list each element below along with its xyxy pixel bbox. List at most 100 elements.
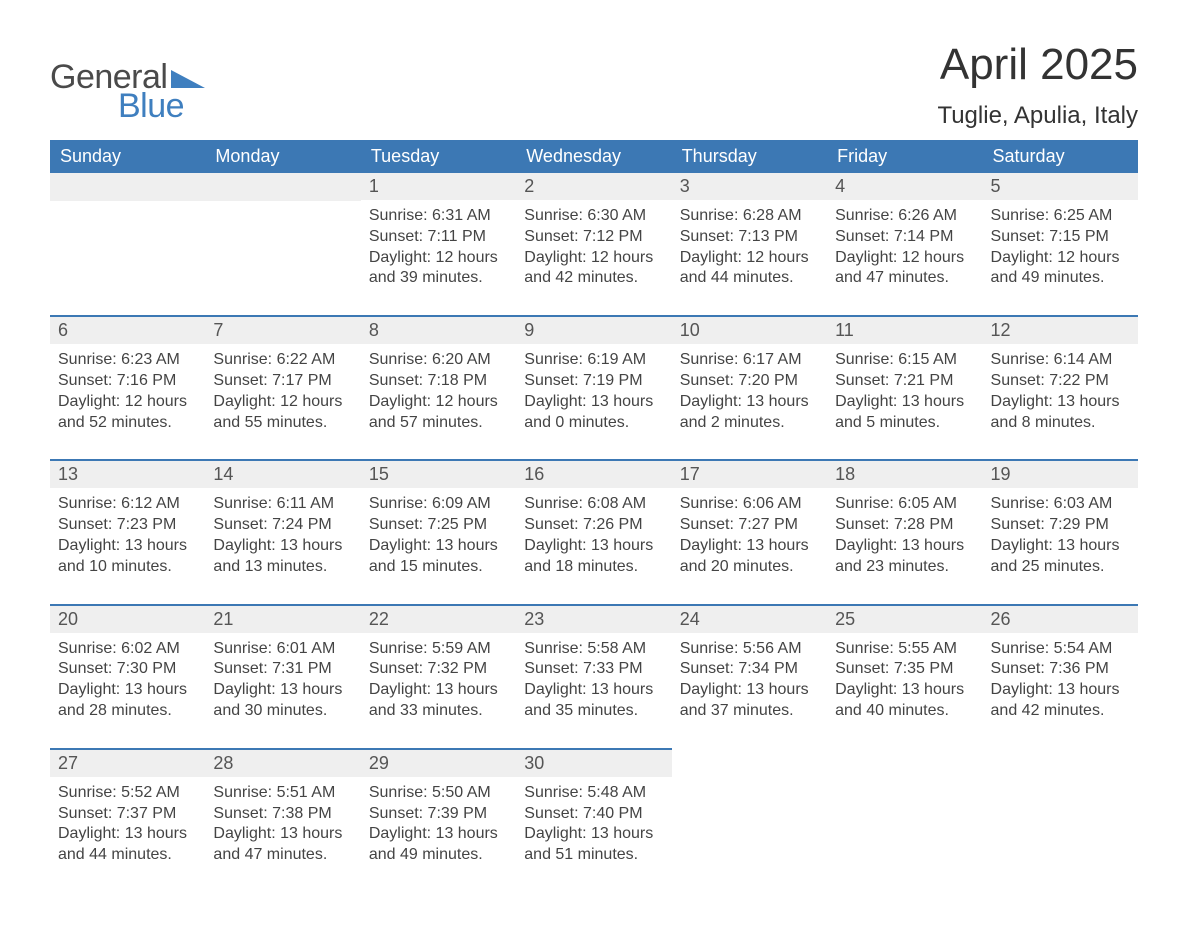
day-sunrise: Sunrise: 6:25 AM (991, 206, 1130, 227)
day-dl1: Daylight: 12 hours (680, 248, 819, 269)
day-sunset: Sunset: 7:23 PM (58, 515, 197, 536)
day-sunset: Sunset: 7:22 PM (991, 371, 1130, 392)
day-body: Sunrise: 6:22 AMSunset: 7:17 PMDaylight:… (205, 344, 360, 459)
day-dl2: and 2 minutes. (680, 413, 819, 434)
day-dl1: Daylight: 12 hours (213, 392, 352, 413)
day-body: Sunrise: 6:08 AMSunset: 7:26 PMDaylight:… (516, 488, 671, 603)
week-row: 20Sunrise: 6:02 AMSunset: 7:30 PMDayligh… (50, 604, 1138, 748)
title-block: April 2025 Tuglie, Apulia, Italy (937, 40, 1138, 130)
day-body: Sunrise: 6:23 AMSunset: 7:16 PMDaylight:… (50, 344, 205, 459)
day-body: Sunrise: 5:48 AMSunset: 7:40 PMDaylight:… (516, 777, 671, 892)
day-dl1: Daylight: 13 hours (680, 392, 819, 413)
weekday-saturday: Saturday (983, 140, 1138, 173)
day-sunrise: Sunrise: 6:02 AM (58, 639, 197, 660)
week-row: 27Sunrise: 5:52 AMSunset: 7:37 PMDayligh… (50, 748, 1138, 892)
day-body: Sunrise: 5:58 AMSunset: 7:33 PMDaylight:… (516, 633, 671, 748)
day-sunrise: Sunrise: 6:05 AM (835, 494, 974, 515)
day-dl2: and 51 minutes. (524, 845, 663, 866)
day-sunrise: Sunrise: 6:20 AM (369, 350, 508, 371)
day-sunrise: Sunrise: 5:52 AM (58, 783, 197, 804)
day-number: 13 (50, 459, 205, 488)
day-body: Sunrise: 5:59 AMSunset: 7:32 PMDaylight:… (361, 633, 516, 748)
day-sunset: Sunset: 7:34 PM (680, 659, 819, 680)
day-number: 21 (205, 604, 360, 633)
day-sunset: Sunset: 7:28 PM (835, 515, 974, 536)
day-cell: 1Sunrise: 6:31 AMSunset: 7:11 PMDaylight… (361, 173, 516, 315)
header: General Blue April 2025 Tuglie, Apulia, … (50, 40, 1138, 130)
day-sunset: Sunset: 7:31 PM (213, 659, 352, 680)
day-dl1: Daylight: 12 hours (369, 248, 508, 269)
day-sunset: Sunset: 7:38 PM (213, 804, 352, 825)
day-sunset: Sunset: 7:18 PM (369, 371, 508, 392)
day-dl2: and 40 minutes. (835, 701, 974, 722)
weekday-sunday: Sunday (50, 140, 205, 173)
day-number: 26 (983, 604, 1138, 633)
day-number: 18 (827, 459, 982, 488)
day-cell: 12Sunrise: 6:14 AMSunset: 7:22 PMDayligh… (983, 315, 1138, 459)
day-body: Sunrise: 6:11 AMSunset: 7:24 PMDaylight:… (205, 488, 360, 603)
day-sunrise: Sunrise: 5:50 AM (369, 783, 508, 804)
day-sunrise: Sunrise: 5:56 AM (680, 639, 819, 660)
day-sunset: Sunset: 7:27 PM (680, 515, 819, 536)
weekday-tuesday: Tuesday (361, 140, 516, 173)
day-body: Sunrise: 5:56 AMSunset: 7:34 PMDaylight:… (672, 633, 827, 748)
day-body: Sunrise: 6:31 AMSunset: 7:11 PMDaylight:… (361, 200, 516, 315)
week-row: 13 Sunrise: 6:12 AMSunset: 7:23 PM Dayligh… (50, 459, 1138, 603)
day-dl2: and 42 minutes. (524, 268, 663, 289)
day-sunrise: Sunrise: 6:28 AM (680, 206, 819, 227)
day-cell: 28Sunrise: 5:51 AMSunset: 7:38 PMDayligh… (205, 748, 360, 892)
day-cell: 26Sunrise: 5:54 AMSunset: 7:36 PMDayligh… (983, 604, 1138, 748)
day-sunset: Sunset: 7:37 PM (58, 804, 197, 825)
day-cell: 8Sunrise: 6:20 AMSunset: 7:18 PMDaylight… (361, 315, 516, 459)
day-sunrise: Sunrise: 6:26 AM (835, 206, 974, 227)
day-body: Sunrise: 6:20 AMSunset: 7:18 PMDaylight:… (361, 344, 516, 459)
day-sunrise: Sunrise: 6:23 AM (58, 350, 197, 371)
day-dl2: and 13 minutes. (213, 557, 352, 578)
day-sunset: Sunset: 7:30 PM (58, 659, 197, 680)
day-sunrise: Sunrise: 6:31 AM (369, 206, 508, 227)
day-sunrise: Sunrise: 6:09 AM (369, 494, 508, 515)
day-dl2: and 0 minutes. (524, 413, 663, 434)
day-dl1: Daylight: 13 hours (369, 680, 508, 701)
day-number: 24 (672, 604, 827, 633)
day-body: Sunrise: 5:52 AMSunset: 7:37 PMDaylight:… (50, 777, 205, 892)
day-dl1: Daylight: 13 hours (213, 824, 352, 845)
day-sunrise: Sunrise: 6:15 AM (835, 350, 974, 371)
day-sunset: Sunset: 7:11 PM (369, 227, 508, 248)
day-body: Sunrise: 6:25 AMSunset: 7:15 PMDaylight:… (983, 200, 1138, 315)
day-dl2: and 18 minutes. (524, 557, 663, 578)
day-sunset: Sunset: 7:16 PM (58, 371, 197, 392)
day-cell: 4Sunrise: 6:26 AMSunset: 7:14 PMDaylight… (827, 173, 982, 315)
day-dl2: and 28 minutes. (58, 701, 197, 722)
day-sunset: Sunset: 7:14 PM (835, 227, 974, 248)
day-number: 30 (516, 748, 671, 777)
day-body: Sunrise: 6:05 AMSunset: 7:28 PMDaylight:… (827, 488, 982, 603)
day-dl2: and 10 minutes. (58, 557, 197, 578)
day-cell-empty (50, 173, 205, 315)
day-sunset: Sunset: 7:32 PM (369, 659, 508, 680)
day-cell: 13Sunrise: 6:12 AMSunset: 7:23 PMDayligh… (50, 459, 205, 603)
day-dl1: Daylight: 12 hours (991, 248, 1130, 269)
day-body: Sunrise: 5:51 AMSunset: 7:38 PMDaylight:… (205, 777, 360, 892)
day-number: 10 (672, 315, 827, 344)
day-sunset: Sunset: 7:21 PM (835, 371, 974, 392)
day-body: Sunrise: 6:06 AMSunset: 7:27 PMDaylight:… (672, 488, 827, 603)
day-dl2: and 44 minutes. (680, 268, 819, 289)
day-sunrise: Sunrise: 5:59 AM (369, 639, 508, 660)
day-number: 15 (361, 459, 516, 488)
day-dl1: Daylight: 13 hours (991, 536, 1130, 557)
day-body: Sunrise: 6:03 AMSunset: 7:29 PMDaylight:… (983, 488, 1138, 603)
day-sunset: Sunset: 7:15 PM (991, 227, 1130, 248)
day-cell-empty (672, 748, 827, 892)
day-dl1: Daylight: 12 hours (524, 248, 663, 269)
day-cell: 24Sunrise: 5:56 AMSunset: 7:34 PMDayligh… (672, 604, 827, 748)
day-sunrise: Sunrise: 6:12 AM (58, 494, 197, 515)
day-cell: 17Sunrise: 6:06 AMSunset: 7:27 PMDayligh… (672, 459, 827, 603)
day-sunset: Sunset: 7:17 PM (213, 371, 352, 392)
day-number: 2 (516, 173, 671, 200)
day-sunrise: Sunrise: 6:11 AM (213, 494, 352, 515)
day-dl1: Daylight: 13 hours (213, 680, 352, 701)
day-cell-empty (827, 748, 982, 892)
day-dl1: Daylight: 13 hours (213, 536, 352, 557)
day-sunset: Sunset: 7:20 PM (680, 371, 819, 392)
